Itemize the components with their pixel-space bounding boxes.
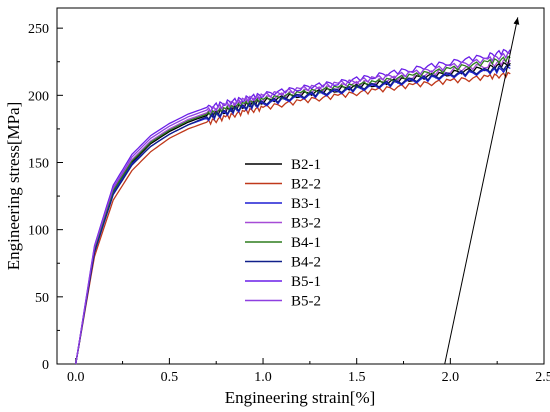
series-line-B2-2: [75, 71, 511, 365]
series-line-B4-1: [75, 55, 511, 365]
legend-label-B5-2: B5-2: [291, 294, 321, 310]
x-tick-label-4: 2.0: [442, 370, 460, 385]
x-axis-title: Engineering strain[%]: [225, 388, 376, 407]
legend-label-B3-2: B3-2: [291, 216, 321, 232]
series-line-B2-1: [75, 61, 511, 365]
x-tick-label-2: 1.0: [254, 370, 272, 385]
x-tick-label-0: 0.0: [67, 370, 85, 385]
y-tick-label-1: 50: [35, 291, 49, 306]
y-tick-label-4: 200: [28, 89, 49, 104]
y-tick-label-0: 0: [42, 358, 49, 373]
legend-label-B2-1: B2-1: [291, 157, 321, 173]
series-line-B5-2: [75, 51, 511, 365]
y-tick-label-3: 150: [28, 156, 49, 171]
plot-area-frame: [56, 7, 545, 365]
y-tick-label-5: 250: [28, 22, 49, 37]
legend-label-B2-2: B2-2: [291, 177, 321, 193]
x-tick-label-5: 2.5: [535, 370, 550, 385]
legend-label-B4-1: B4-1: [291, 235, 321, 251]
legend-label-B3-1: B3-1: [291, 196, 321, 212]
annotation-group: [444, 17, 520, 365]
series-group: [75, 48, 511, 365]
legend-label-B4-2: B4-2: [291, 255, 321, 271]
x-tick-label-3: 1.5: [348, 370, 366, 385]
series-line-B4-2: [75, 63, 511, 365]
y-tick-label-2: 100: [28, 224, 49, 239]
legend-label-B5-1: B5-1: [291, 274, 321, 290]
axis-ticks: 0.0 0.5 1.0 1.5 2.0 2.5 0 50 100 150 200 250: [28, 22, 550, 385]
series-line-B5-1: [75, 48, 511, 365]
annotation-arrow: [444, 17, 520, 365]
x-tick-label-1: 0.5: [161, 370, 179, 385]
y-axis-title: Engineering stress[MPa]: [4, 102, 23, 271]
legend: B2-1 B2-2 B3-1 B3-2 B4-1 B4-2 B5-1 B5-2: [245, 157, 321, 310]
